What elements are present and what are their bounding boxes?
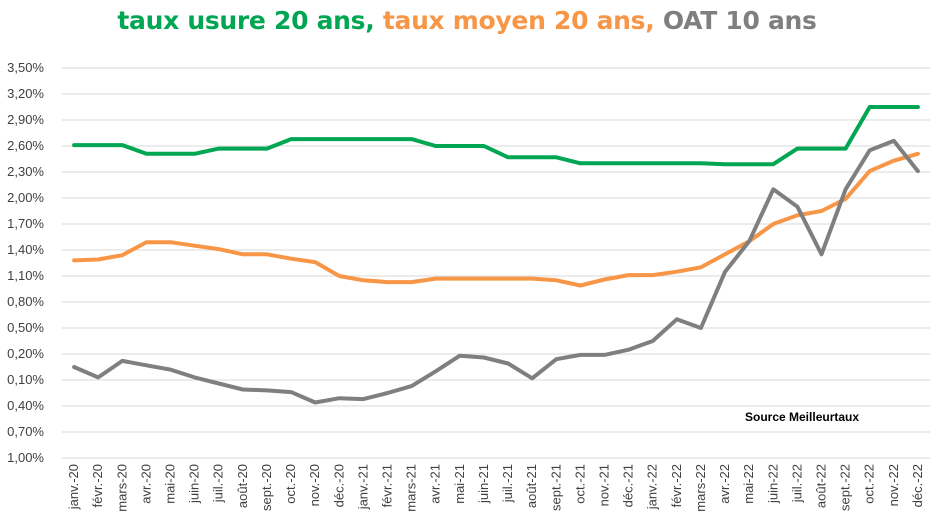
x-tick-label: févr.-20 <box>90 464 105 507</box>
x-tick-label: déc.-22 <box>910 464 925 507</box>
x-tick-label: janv.-20 <box>66 464 81 510</box>
series-lines <box>72 105 920 405</box>
x-tick-label: juin-20 <box>187 464 202 504</box>
y-tick-label: 2,30% <box>7 164 44 179</box>
x-tick-label: mai-21 <box>452 464 467 504</box>
series-line-2 <box>72 138 920 405</box>
y-tick-label: 0,80% <box>7 294 44 309</box>
y-tick-label: 0,10% <box>7 372 44 387</box>
y-tick-label: 1,00% <box>7 450 44 465</box>
x-tick-label: mars-20 <box>114 464 129 512</box>
x-tick-label: févr.-21 <box>380 464 395 507</box>
x-tick-label: juil.-20 <box>211 464 226 503</box>
y-tick-label: 1,10% <box>7 268 44 283</box>
x-tick-label: nov.-22 <box>886 464 901 506</box>
y-tick-label: 1,70% <box>7 216 44 231</box>
x-tick-label: mai-22 <box>741 464 756 504</box>
x-tick-label: sept.-22 <box>838 464 853 511</box>
y-tick-label: 1,40% <box>7 242 44 257</box>
x-tick-label: août-20 <box>235 464 250 508</box>
y-tick-label: 0,50% <box>7 320 44 335</box>
x-tick-label: janv.-22 <box>645 464 660 510</box>
x-tick-label: févr.-22 <box>669 464 684 507</box>
x-tick-label: juin-21 <box>476 464 491 504</box>
title-part-oat: OAT 10 ans <box>662 6 817 35</box>
y-tick-label: 3,20% <box>7 86 44 101</box>
x-tick-label: sept.-20 <box>259 464 274 511</box>
title-part-usure: taux usure 20 ans, <box>117 6 375 35</box>
x-axis-ticks: janv.-20 févr.-20 mars-20 avr.-20 mai-20 juin… <box>66 464 925 512</box>
series-line-1 <box>72 151 920 288</box>
x-tick-label: avr.-22 <box>717 464 732 504</box>
y-tick-label: 2,00% <box>7 190 44 205</box>
y-axis-ticks: 3,50% 3,20% 2,90% 2,60% 2,30% 2,00% 1,70% 1,40%… <box>7 60 44 465</box>
x-tick-label: oct.-22 <box>862 464 877 504</box>
x-tick-label: juil.-21 <box>500 464 515 503</box>
x-tick-label: déc.-20 <box>331 464 346 507</box>
y-tick-label: 0,70% <box>7 424 44 439</box>
x-tick-label: août-22 <box>814 464 829 508</box>
x-tick-label: mars-22 <box>693 464 708 512</box>
x-tick-label: déc.-21 <box>621 464 636 507</box>
x-tick-label: mars-21 <box>404 464 419 512</box>
y-tick-label: 2,90% <box>7 112 44 127</box>
x-tick-label: juin-22 <box>765 464 780 504</box>
y-tick-label: 0,20% <box>7 346 44 361</box>
y-tick-label: 0,40% <box>7 398 44 413</box>
x-tick-label: août-21 <box>524 464 539 508</box>
x-tick-label: juil.-22 <box>789 464 804 503</box>
x-tick-label: oct.-21 <box>572 464 587 504</box>
x-tick-label: nov.-20 <box>307 464 322 506</box>
series-line-0 <box>72 105 920 167</box>
x-tick-label: mai-20 <box>163 464 178 504</box>
chart-title: taux usure 20 ans, taux moyen 20 ans, OA… <box>0 6 934 35</box>
y-tick-label: 2,60% <box>7 138 44 153</box>
x-tick-label: avr.-20 <box>138 464 153 504</box>
source-annotation: Source Meilleurtaux <box>745 410 859 424</box>
x-tick-label: sept.-21 <box>548 464 563 511</box>
x-tick-label: oct.-20 <box>283 464 298 504</box>
x-tick-label: janv.-21 <box>355 464 370 510</box>
title-part-moyen: taux moyen 20 ans, <box>382 6 655 35</box>
x-tick-label: nov.-21 <box>597 464 612 506</box>
gridlines <box>62 67 930 459</box>
x-tick-label: avr.-21 <box>428 464 443 504</box>
y-tick-label: 3,50% <box>7 60 44 75</box>
